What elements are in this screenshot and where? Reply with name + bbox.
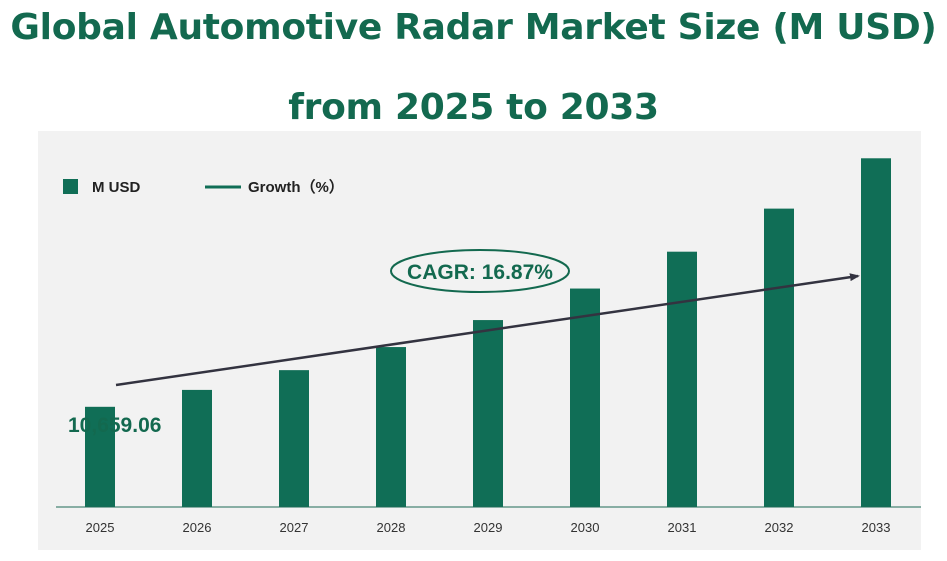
x-axis-ticks: 2025 2026 2027 2028 2029 2030 2031 2032 2033	[86, 520, 891, 535]
x-tick-2027: 2027	[280, 520, 309, 535]
bar-2032	[764, 208, 794, 508]
chart-title-line-2: from 2025 to 2033	[288, 87, 659, 128]
x-tick-2030: 2030	[571, 520, 600, 535]
bar-2027	[279, 370, 309, 507]
x-tick-2026: 2026	[183, 520, 212, 535]
x-tick-2032: 2032	[765, 520, 794, 535]
legend-swatch-bar	[63, 179, 78, 194]
chart-panel: M USD Growth（%） 2025 2026 2027 2028 2029 2030…	[38, 131, 921, 550]
x-tick-2029: 2029	[474, 520, 503, 535]
cagr-label: CAGR: 16.87%	[407, 261, 553, 284]
x-tick-2033: 2033	[862, 520, 891, 535]
bar-2029	[473, 320, 503, 507]
bar-2025	[85, 406, 115, 507]
trend-arrow	[115, 273, 860, 387]
x-tick-2031: 2031	[668, 520, 697, 535]
x-tick-2025: 2025	[86, 520, 115, 535]
trend-arrow-line	[115, 273, 860, 387]
data-label-2025: 10,659.06	[68, 414, 161, 437]
x-tick-2028: 2028	[377, 520, 406, 535]
bar-2026	[182, 389, 212, 507]
chart-title-line-1: Global Automotive Radar Market Size (M U…	[10, 7, 937, 48]
bars-group	[85, 158, 891, 508]
bar-2031	[667, 251, 697, 507]
bar-2033	[861, 158, 891, 507]
cagr-annotation: CAGR: 16.87%	[390, 249, 570, 293]
legend-label-musd: M USD	[92, 179, 141, 196]
bar-2030	[570, 288, 600, 507]
cagr-ellipse	[390, 249, 570, 293]
bar-chart: M USD Growth（%） 2025 2026 2027 2028 2029 2030…	[56, 158, 921, 535]
legend: M USD Growth（%）	[63, 178, 344, 196]
bar-2028	[376, 347, 406, 507]
legend-label-growth: Growth（%）	[248, 178, 344, 196]
